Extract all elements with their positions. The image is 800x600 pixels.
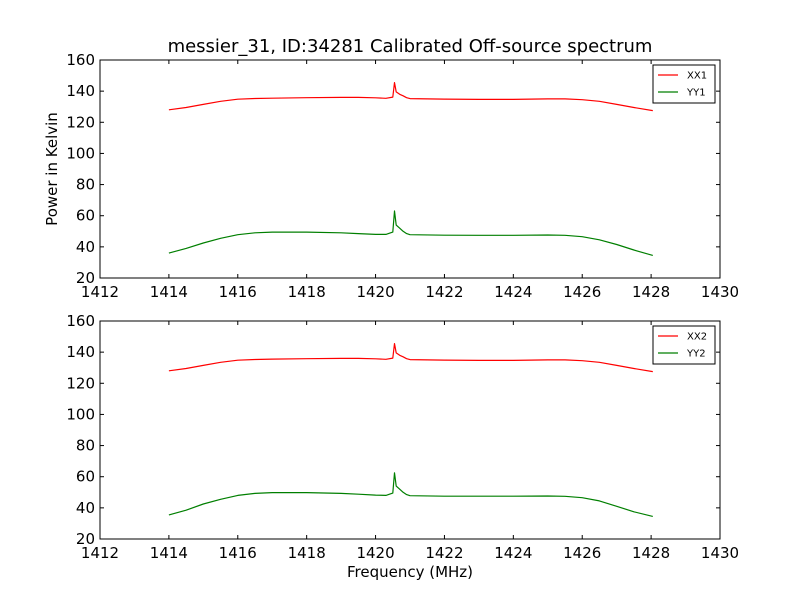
legend: XX2 YY2 [652,325,716,365]
y-tick-label: 40 [76,499,95,517]
x-tick-label: 1416 [219,544,257,562]
x-tick-label: 1430 [701,283,739,301]
x-tick-label: 1424 [494,283,532,301]
x-tick-label: 1418 [288,283,326,301]
y-tick-label: 160 [66,51,95,69]
chart-panel-2: 1412 1414 1416 1418 1420 1422 1424 1426 1428 1430… [66,312,739,581]
series-line-xx2 [168,343,653,373]
x-tick-label: 1424 [494,544,532,562]
plot-frame [99,320,721,540]
x-tick-label: 1430 [701,544,739,562]
x-tick-label: 1428 [632,544,670,562]
y-tick-label: 80 [76,176,95,194]
x-tick-label: 1422 [425,544,463,562]
y-tick-label: 160 [66,312,95,330]
x-tick-label: 1428 [632,283,670,301]
plot-frame [99,59,721,279]
x-tick-label: 1416 [219,283,257,301]
x-tick-label: 1426 [563,283,601,301]
legend: XX1 YY1 [652,64,716,104]
x-tick-label: 1412 [81,283,119,301]
series-line-yy2 [168,472,653,517]
chart-panel-1: 1412 1414 1416 1418 1420 1422 1424 1426 1428 1430… [43,51,739,301]
x-tick-label: 1418 [288,544,326,562]
y-tick-label: 100 [66,405,95,423]
x-tick-label: 1420 [356,544,394,562]
legend-entry-label: YY1 [686,88,706,99]
y-tick-label: 100 [66,144,95,162]
series-line-yy1 [168,210,653,256]
y-tick-label: 140 [66,82,95,100]
x-tick-label: 1412 [81,544,119,562]
y-tick-label: 40 [76,238,95,256]
series-line-xx1 [168,82,653,112]
y-tick-label: 20 [76,269,95,287]
legend-entry-label: YY2 [686,349,706,360]
y-tick-label: 80 [76,437,95,455]
y-tick-label: 60 [76,468,95,486]
charts-container: 1412 1414 1416 1418 1420 1422 1424 1426 1428 1430… [43,51,739,581]
x-axis-label: Frequency (MHz) [347,563,473,581]
y-tick-label: 60 [76,207,95,225]
x-tick-label: 1422 [425,283,463,301]
y-tick-label: 20 [76,530,95,548]
y-axis-label: Power in Kelvin [43,112,61,226]
legend-entry-label: XX1 [687,71,707,82]
y-tick-label: 120 [66,113,95,131]
y-tick-label: 120 [66,374,95,392]
x-tick-label: 1426 [563,544,601,562]
x-tick-label: 1420 [356,283,394,301]
legend-box [652,64,716,104]
figure-title: messier_31, ID:34281 Calibrated Off-sour… [168,36,653,57]
legend-box [652,325,716,365]
x-tick-label: 1414 [150,544,188,562]
legend-entry-label: XX2 [687,332,707,343]
x-tick-label: 1414 [150,283,188,301]
y-tick-label: 140 [66,343,95,361]
